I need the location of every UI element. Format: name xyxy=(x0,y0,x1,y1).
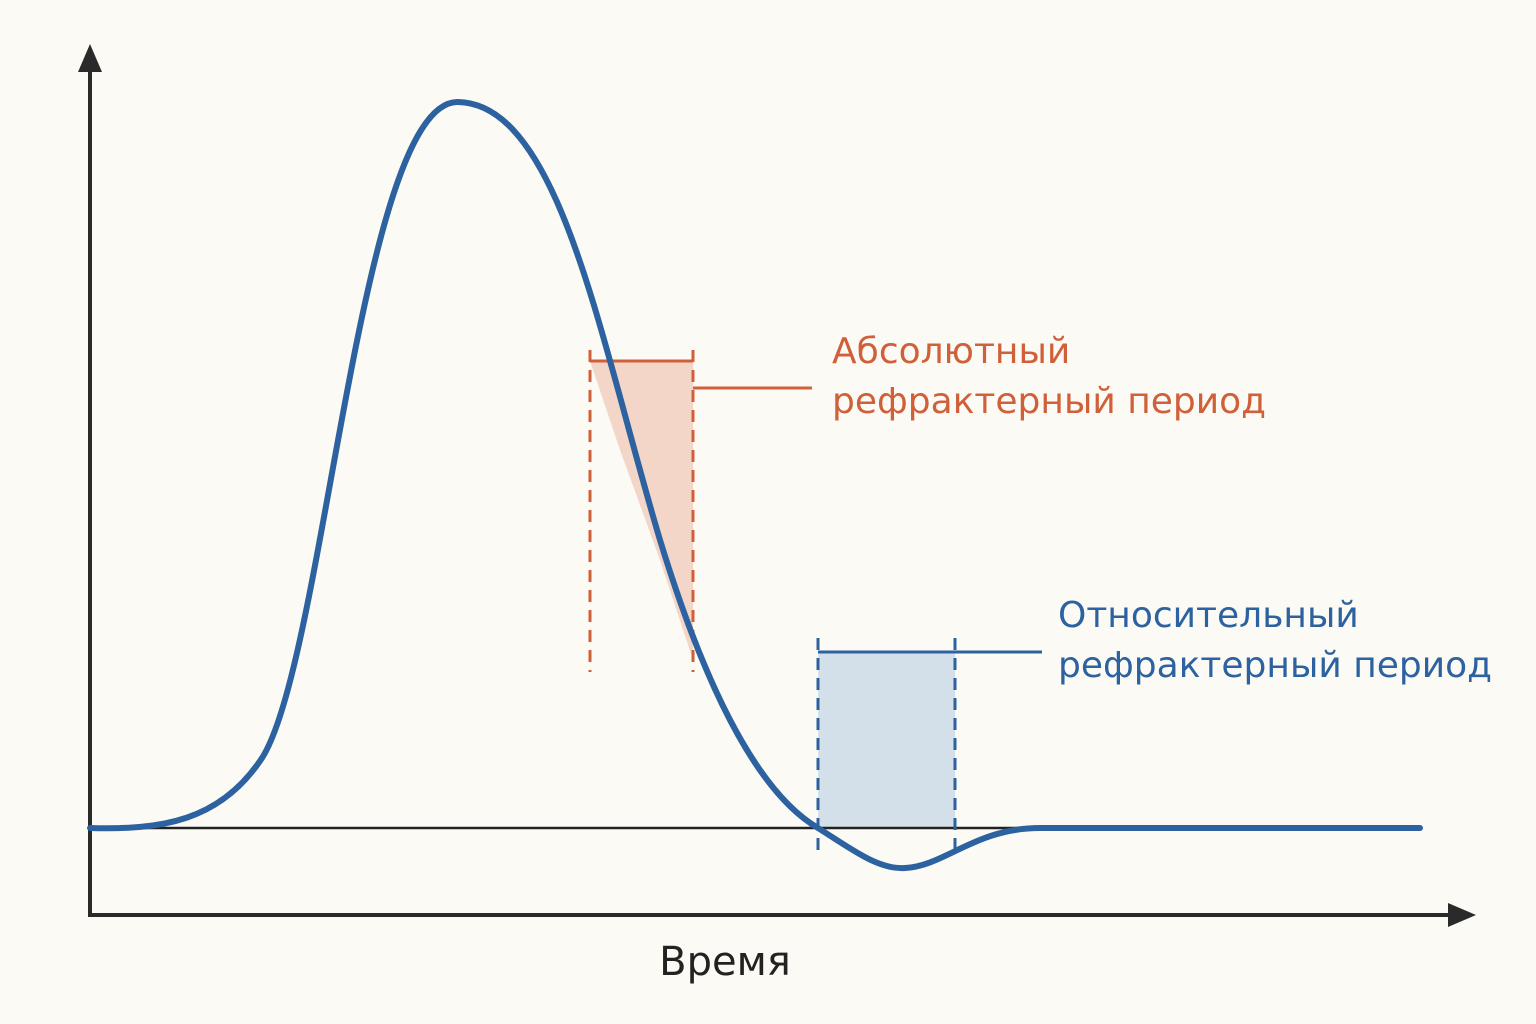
relative-label-line-1: Относительный xyxy=(1058,595,1359,636)
y-axis-arrow xyxy=(78,44,102,72)
absolute-label-line-2: рефрактерный период xyxy=(832,381,1266,422)
relative-markers xyxy=(816,638,1042,850)
relative-label-line-2: рефрактерный период xyxy=(1058,645,1492,686)
absolute-label-line-1: Абсолютный xyxy=(832,331,1070,372)
action-potential-curve xyxy=(87,98,1423,872)
absolute-region xyxy=(590,361,693,660)
x-axis-arrow xyxy=(1448,903,1476,927)
relative-region xyxy=(818,652,955,828)
x-axis-label: Время xyxy=(659,939,791,985)
